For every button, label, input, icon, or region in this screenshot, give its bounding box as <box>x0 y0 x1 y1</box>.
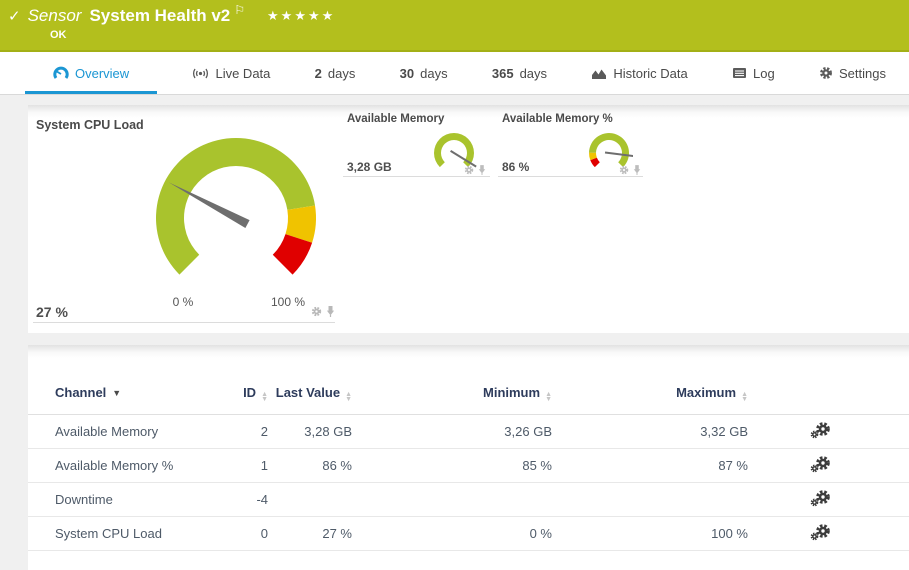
gauge-value: 27 % <box>36 304 68 320</box>
channel-settings-gears-icon[interactable] <box>810 489 832 508</box>
channel-settings-gears-icon[interactable] <box>810 421 832 440</box>
widget-gear-icon[interactable] <box>311 306 322 317</box>
system-cpu-load-gauge <box>155 138 316 275</box>
channel-maximum <box>552 482 748 517</box>
tab-number: 365 <box>491 65 514 81</box>
gauge-max-label: 100 % <box>270 295 306 309</box>
gauge-title: Available Memory % <box>502 113 613 125</box>
favorite-flag-icon[interactable]: ⚐ <box>234 3 246 17</box>
channel-settings-gears-icon[interactable] <box>810 523 832 542</box>
status-check-icon: ✓ <box>8 8 21 25</box>
table-row[interactable]: Available Memory 2 3,28 GB 3,26 GB 3,32 … <box>28 414 909 449</box>
channel-last-value: 3,28 GB <box>268 414 352 449</box>
channel-id: 2 <box>225 414 268 449</box>
channel-name[interactable]: Available Memory % <box>28 448 225 483</box>
channel-last-value: 86 % <box>268 448 352 483</box>
pin-icon[interactable] <box>633 165 641 175</box>
pin-icon[interactable] <box>326 306 335 317</box>
table-row[interactable]: Downtime -4 <box>28 482 909 517</box>
table-header-row: Channel ▼ ID ▲ ▼ Last Value ▲ ▼ Minimum ▲ ▼ Max… <box>28 345 909 415</box>
page-title: System Health v2 <box>89 6 231 25</box>
tab-label: days <box>519 65 548 81</box>
tab-label: Overview <box>75 65 130 81</box>
object-type-label: Sensor <box>27 6 82 25</box>
gauge-min-label: 0 % <box>172 295 194 309</box>
column-header-id[interactable]: ID ▲ ▼ <box>225 345 268 415</box>
tab-30-days[interactable]: 30 days <box>391 52 457 94</box>
channel-id: 1 <box>225 448 268 483</box>
sort-desc-icon: ▼ <box>112 388 122 398</box>
widget-gear-icon[interactable] <box>619 165 629 175</box>
gauge-title: Available Memory <box>347 113 445 125</box>
channel-last-value <box>268 482 352 517</box>
tab-365-days[interactable]: 365 days <box>483 52 556 94</box>
tab-log[interactable]: Log <box>723 52 784 94</box>
widget-gear-icon[interactable] <box>464 165 474 175</box>
channel-minimum: 0 % <box>352 516 552 551</box>
pin-icon[interactable] <box>478 165 486 175</box>
channel-maximum: 87 % <box>552 448 748 483</box>
channel-minimum <box>352 482 552 517</box>
channel-maximum: 100 % <box>552 516 748 551</box>
channel-id: 0 <box>225 516 268 551</box>
gauge-value: 86 % <box>502 160 530 174</box>
gauge-value: 3,28 GB <box>347 160 392 174</box>
tab-live-data[interactable]: Live Data <box>183 52 279 94</box>
status-badge: OK <box>50 29 67 41</box>
sort-icon: ▲ ▼ <box>741 391 748 403</box>
tab-label: Log <box>753 65 775 81</box>
table-row[interactable]: Available Memory % 1 86 % 85 % 87 % <box>28 448 909 483</box>
channels-table: Channel ▼ ID ▲ ▼ Last Value ▲ ▼ Minimum ▲ ▼ Max… <box>28 345 909 551</box>
column-header-channel[interactable]: Channel ▼ <box>28 345 225 415</box>
column-header-maximum[interactable]: Maximum ▲ ▼ <box>552 345 748 415</box>
gauge-icon <box>53 66 69 80</box>
tab-number: 2 <box>314 65 322 81</box>
tab-label: Historic Data <box>613 65 688 81</box>
tab-settings[interactable]: Settings <box>810 52 895 94</box>
channel-last-value: 27 % <box>268 516 352 551</box>
tab-label: days <box>420 65 448 81</box>
table-row[interactable]: System CPU Load 0 27 % 0 % 100 % <box>28 516 909 551</box>
sort-icon: ▲ ▼ <box>345 391 352 403</box>
sort-icon: ▲ ▼ <box>261 391 268 403</box>
sensor-status-bar: ✓ Sensor System Health v2 ⚐ ★★★★★ OK <box>0 0 909 52</box>
channel-name[interactable]: System CPU Load <box>28 516 225 551</box>
tab-label: days <box>327 65 356 81</box>
gear-icon <box>819 66 833 80</box>
tab-bar: Overview Live Data 2 days 30 days 365 da… <box>0 52 909 95</box>
sort-icon: ▲ ▼ <box>545 391 552 403</box>
channel-maximum: 3,32 GB <box>552 414 748 449</box>
tab-overview[interactable]: Overview <box>25 52 158 94</box>
column-header-settings <box>748 345 868 415</box>
available-memory-gauge <box>434 133 477 168</box>
tab-label: Live Data <box>215 65 271 81</box>
area-chart-icon <box>591 67 607 80</box>
column-header-minimum[interactable]: Minimum ▲ ▼ <box>352 345 552 415</box>
channel-id: -4 <box>225 482 268 517</box>
channel-minimum: 85 % <box>352 448 552 483</box>
tab-2-days[interactable]: 2 days <box>306 52 365 94</box>
tab-historic-data[interactable]: Historic Data <box>582 52 696 94</box>
channel-name[interactable]: Available Memory <box>28 414 225 449</box>
gauge-title: System CPU Load <box>36 118 144 132</box>
column-header-last-value[interactable]: Last Value ▲ ▼ <box>268 345 352 415</box>
log-icon <box>732 67 747 79</box>
channel-minimum: 3,26 GB <box>352 414 552 449</box>
tab-label: Settings <box>839 65 886 81</box>
live-data-icon <box>192 67 209 80</box>
tab-number: 30 <box>399 65 415 81</box>
channel-settings-gears-icon[interactable] <box>810 455 832 474</box>
channels-table-panel: Channel ▼ ID ▲ ▼ Last Value ▲ ▼ Minimum ▲ ▼ Max… <box>28 345 909 570</box>
channel-name[interactable]: Downtime <box>28 482 225 517</box>
overview-gauges-panel: System CPU Load 0 % 100 % 27 % Available… <box>28 105 909 333</box>
priority-stars[interactable]: ★★★★★ <box>267 8 336 23</box>
available-memory-pct-gauge <box>589 133 633 168</box>
